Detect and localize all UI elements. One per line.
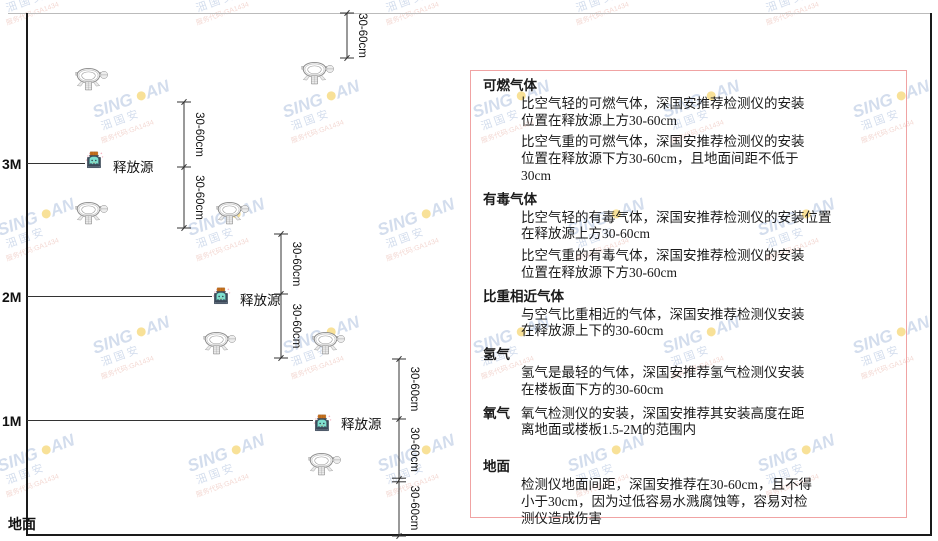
svg-text:30-60cm: 30-60cm [356, 13, 368, 58]
svg-text:30-60cm: 30-60cm [408, 367, 420, 412]
svg-text:30-60cm: 30-60cm [290, 304, 302, 349]
svg-text:30-60cm: 30-60cm [408, 486, 420, 531]
svg-text:30-60cm: 30-60cm [290, 242, 302, 287]
svg-text:30-60cm: 30-60cm [193, 112, 205, 157]
svg-text:30-60cm: 30-60cm [193, 175, 205, 220]
svg-text:30-60cm: 30-60cm [408, 427, 420, 472]
